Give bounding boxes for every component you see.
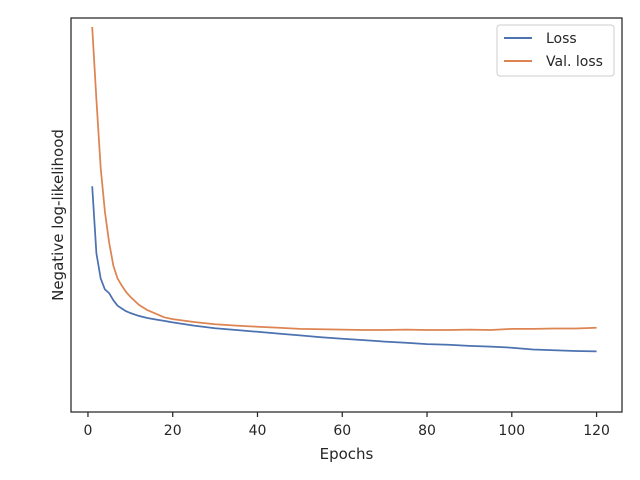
- legend: Loss Val. loss: [496, 24, 615, 77]
- x-tick-label: 40: [249, 423, 267, 439]
- legend-label-val-loss: Val. loss: [546, 54, 603, 70]
- series-line-loss: [91, 186, 597, 353]
- x-tick-label: 120: [583, 423, 610, 439]
- plot-background: [71, 18, 622, 412]
- series-line-val-loss: [91, 26, 597, 331]
- x-tick-label: 0: [83, 423, 92, 439]
- legend-label-loss: Loss: [546, 31, 577, 47]
- x-tick-label: 60: [333, 423, 351, 439]
- x-axis-label: Epochs: [320, 445, 374, 463]
- x-axis-ticks: 0 20 40 60 80 100 120: [83, 412, 610, 439]
- x-tick-label: 100: [498, 423, 525, 439]
- y-axis-label: Negative log-likelihood: [49, 129, 67, 301]
- x-tick-label: 80: [418, 423, 436, 439]
- series-layer: [91, 26, 597, 353]
- x-tick-label: 20: [164, 423, 182, 439]
- plot-frame: [70, 17, 623, 413]
